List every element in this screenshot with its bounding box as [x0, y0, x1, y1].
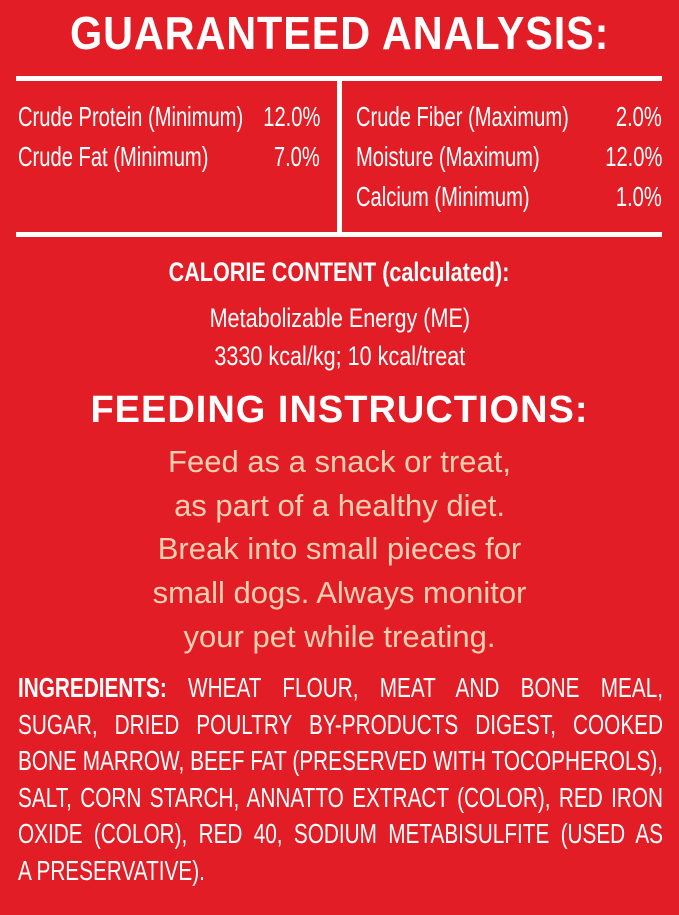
analysis-label: Crude Protein (Minimum) [18, 101, 244, 132]
ingredients-text: WHEAT FLOUR, MEAT AND BONE MEAL, [188, 672, 664, 703]
analysis-value: 1.0% [616, 181, 662, 212]
calorie-content-title: CALORIE CONTENT (calculated): [0, 252, 679, 292]
divider-vertical [337, 78, 342, 235]
analysis-row-calcium: Calcium (Minimum) 1.0% [356, 177, 662, 217]
guaranteed-analysis-title-text: GUARANTEED ANALYSIS: [69, 7, 610, 59]
feeding-instructions-text: Feed as a snack or treat, as part of a h… [0, 440, 679, 659]
analysis-value: 7.0% [274, 141, 320, 172]
ingredients-line: BONE MARROW, BEEF FAT (PRESERVED WITH TO… [18, 745, 664, 777]
ingredients-line: A PRESERVATIVE). [18, 854, 205, 886]
feeding-line: Break into small pieces for [157, 531, 522, 567]
feeding-line: Feed as a snack or treat, [168, 444, 511, 479]
ingredients-line: INGREDIENTS: WHEAT FLOUR, MEAT AND BONE … [18, 670, 663, 707]
analysis-row-crude-protein: Crude Protein (Minimum) 12.0% [18, 97, 320, 137]
analysis-value: 2.0% [616, 101, 662, 132]
calorie-content-line-2: 3330 kcal/kg; 10 kcal/treat [0, 336, 679, 376]
analysis-row-crude-fiber: Crude Fiber (Maximum) 2.0% [356, 97, 662, 137]
calorie-content-line-2-text: 3330 kcal/kg; 10 kcal/treat [214, 341, 465, 371]
analysis-label: Crude Fiber (Maximum) [356, 101, 569, 132]
analysis-label: Crude Fat (Minimum) [18, 141, 209, 172]
calorie-content-title-text: CALORIE CONTENT (calculated): [169, 257, 510, 287]
feeding-line: your pet while treating. [183, 618, 496, 654]
calorie-content-line-1-text: Metabolizable Energy (ME) [209, 303, 470, 333]
analysis-value: 12.0% [262, 101, 320, 132]
analysis-row-crude-fat: Crude Fat (Minimum) 7.0% [18, 137, 320, 177]
divider-bottom [16, 232, 662, 237]
ingredients-section: INGREDIENTS: WHEAT FLOUR, MEAT AND BONE … [18, 670, 663, 890]
analysis-row-moisture: Moisture (Maximum) 12.0% [356, 137, 662, 177]
feeding-line: small dogs. Always monitor [152, 575, 527, 611]
ingredients-line: SUGAR, DRIED POULTRY BY-PRODUCTS DIGEST,… [18, 708, 664, 740]
ingredients-line: SALT, CORN STARCH, ANNATTO EXTRACT (COLO… [18, 781, 664, 813]
calorie-content-line-1: Metabolizable Energy (ME) [0, 298, 679, 338]
ingredients-label: INGREDIENTS: [18, 672, 167, 703]
analysis-value: 12.0% [604, 141, 662, 172]
ingredients-line: OXIDE (COLOR), RED 40, SODIUM METABISULF… [18, 818, 664, 850]
analysis-label: Calcium (Minimum) [356, 181, 530, 212]
guaranteed-analysis-title: GUARANTEED ANALYSIS: [0, 4, 679, 62]
analysis-label: Moisture (Maximum) [356, 141, 540, 172]
feeding-line: as part of a healthy diet. [174, 487, 505, 523]
feeding-instructions-title: FEEDING INSTRUCTIONS: [90, 389, 589, 431]
